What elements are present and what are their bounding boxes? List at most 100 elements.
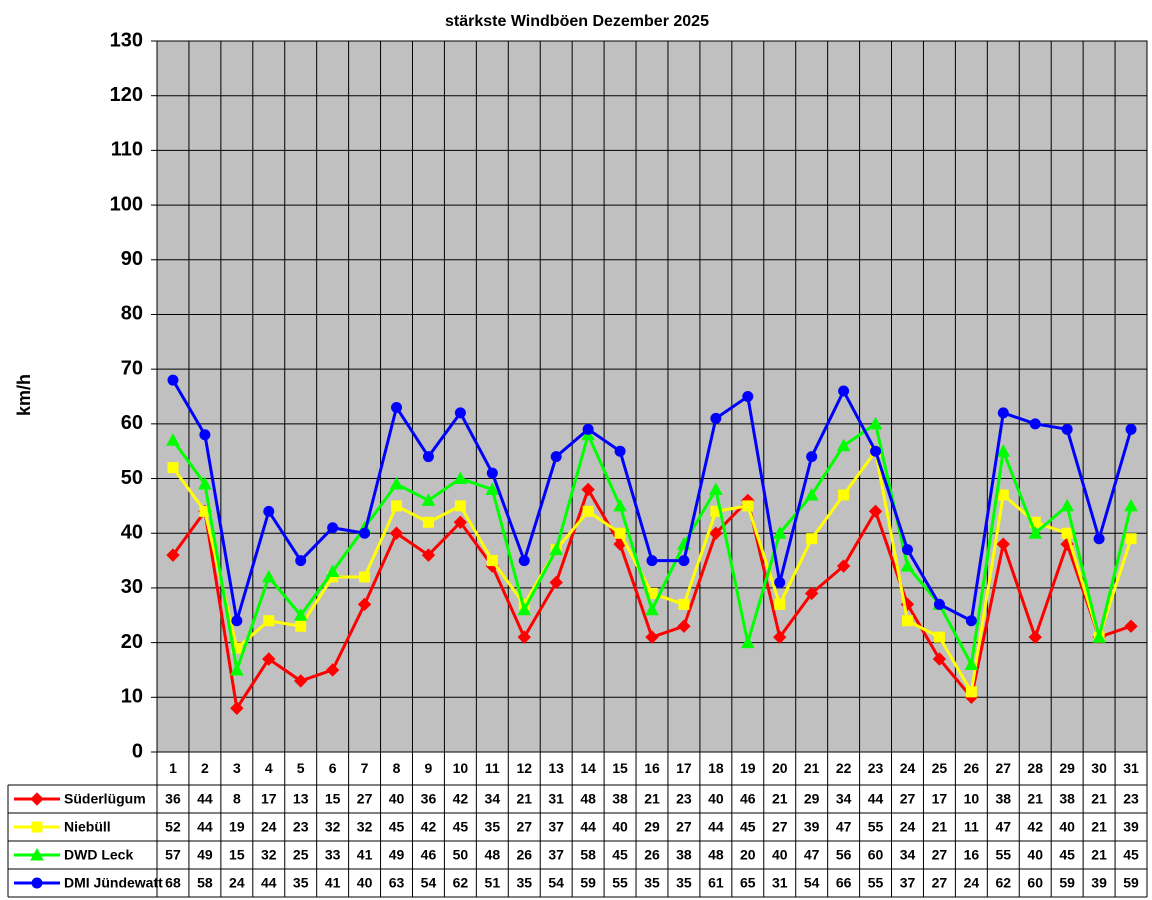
table-value: 40 [1059,819,1075,835]
table-value: 24 [261,819,277,835]
x-tick-label: 30 [1091,760,1107,776]
marker [454,500,466,512]
table-value: 39 [804,819,820,835]
table-value: 41 [357,847,373,863]
table-value: 62 [996,875,1012,891]
marker [199,429,211,441]
marker [1093,533,1105,545]
marker [997,489,1009,501]
table-value: 66 [836,875,852,891]
x-tick-label: 6 [329,760,337,776]
marker [518,555,530,567]
marker [30,792,44,806]
table-value: 55 [996,847,1012,863]
table-value: 61 [708,875,724,891]
x-tick-label: 23 [868,760,884,776]
marker [263,505,275,517]
table-value: 21 [516,791,532,807]
table-value: 40 [612,819,628,835]
table-value: 23 [1123,791,1139,807]
table-value: 50 [453,847,469,863]
marker [836,438,851,452]
table-value: 34 [485,791,501,807]
table-value: 33 [325,847,341,863]
table-value: 15 [229,847,245,863]
marker [453,515,468,529]
table-value: 34 [900,847,916,863]
table-value: 68 [165,875,181,891]
marker [614,445,626,457]
table-value: 32 [261,847,277,863]
x-tick-label: 28 [1027,760,1043,776]
table-value: 35 [485,819,501,835]
table-value: 16 [964,847,980,863]
marker [294,674,308,688]
marker [646,555,658,567]
table-value: 25 [293,847,309,863]
marker [1029,418,1041,430]
y-tick-label: 120 [110,84,143,106]
table-value: 40 [389,791,405,807]
table-value: 49 [389,847,405,863]
x-tick-label: 14 [580,760,596,776]
marker [838,385,850,397]
table-value: 55 [612,875,628,891]
table-value: 47 [836,819,852,835]
marker [709,526,723,540]
table-value: 42 [421,819,437,835]
marker [1125,423,1137,435]
marker [868,504,883,519]
x-tick-label: 8 [393,760,401,776]
marker [229,662,244,676]
table-value: 47 [804,847,820,863]
y-tick-label: 30 [121,576,143,598]
y-tick-label: 80 [121,303,143,325]
table-value: 23 [293,819,309,835]
table-value: 29 [804,791,820,807]
table-value: 36 [421,791,437,807]
marker [486,467,498,479]
table-value: 35 [293,875,309,891]
marker [166,433,180,446]
table-value: 39 [1091,875,1107,891]
table-value: 37 [900,875,916,891]
y-tick-label: 90 [121,248,143,270]
marker [517,630,531,644]
table-value: 24 [964,875,980,891]
x-tick-label: 24 [900,760,916,776]
marker [933,598,945,610]
table-value: 44 [580,819,596,835]
marker [804,487,819,501]
table-value: 57 [165,847,181,863]
y-tick-label: 130 [110,29,143,51]
table-value: 34 [836,791,852,807]
table-value: 54 [804,875,820,891]
marker [30,847,44,861]
table-value: 45 [453,819,469,835]
marker [357,597,372,612]
marker [454,407,466,419]
table-value: 45 [740,819,756,835]
table-value: 21 [644,791,660,807]
x-tick-label: 20 [772,760,788,776]
x-tick-label: 9 [425,760,433,776]
marker [359,527,371,539]
table-value: 54 [421,875,437,891]
marker [1061,423,1073,435]
table-value: 44 [261,875,277,891]
marker [965,686,977,698]
y-tick-label: 50 [121,467,143,489]
table-value: 21 [1091,847,1107,863]
table-value: 21 [932,819,948,835]
marker [677,619,691,633]
table-value: 31 [772,875,788,891]
x-tick-label: 11 [485,760,500,776]
series [167,374,1137,627]
marker [868,416,883,430]
x-tick-label: 21 [804,760,820,776]
table-value: 40 [1027,847,1043,863]
table-value: 38 [996,791,1012,807]
table-value: 65 [740,875,756,891]
marker [198,476,212,490]
table-value: 21 [1091,791,1107,807]
